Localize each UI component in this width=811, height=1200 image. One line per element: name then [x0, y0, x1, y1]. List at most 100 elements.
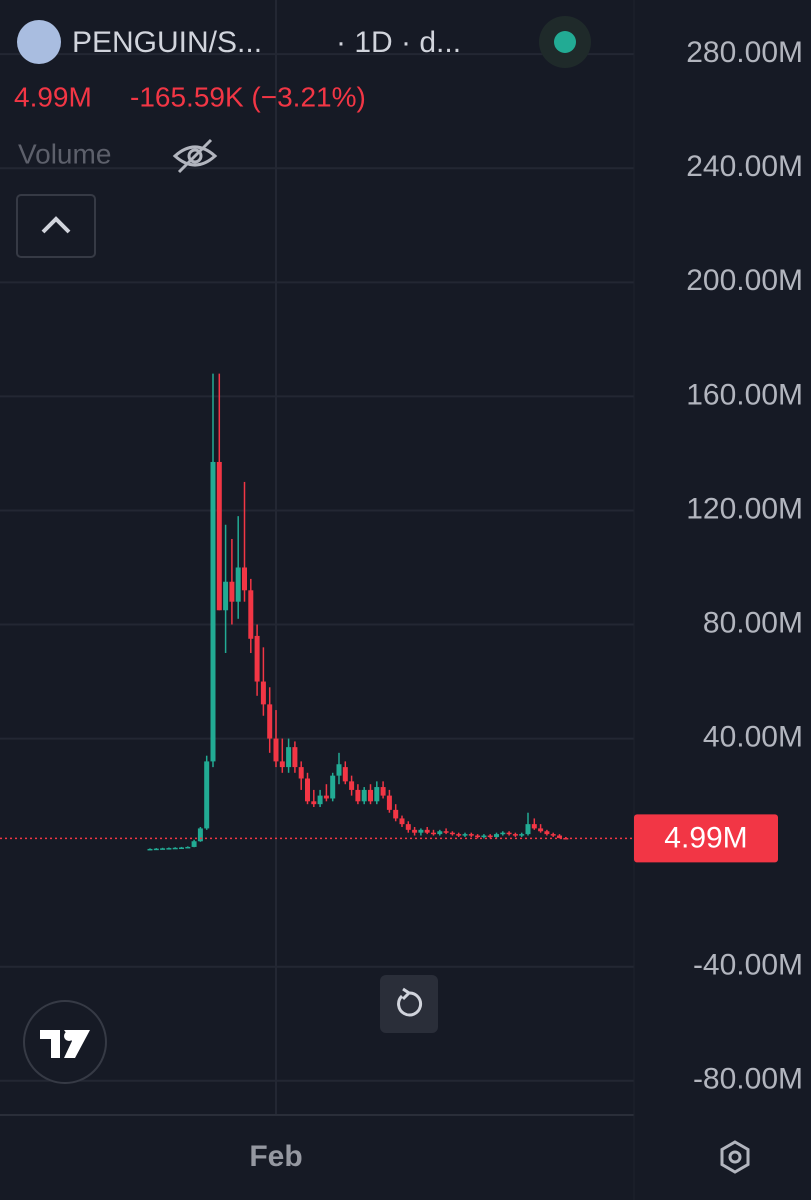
candle-body — [443, 831, 449, 833]
candle-body — [323, 795, 329, 799]
candle-body — [179, 847, 184, 850]
settings-button[interactable] — [720, 1140, 750, 1174]
candle-body — [349, 781, 355, 790]
y-tick-label: 200.00M — [686, 264, 803, 297]
last-price-box — [634, 814, 778, 863]
tradingview-logo[interactable] — [23, 1000, 107, 1084]
candle-body — [279, 761, 285, 768]
candle-body — [386, 795, 392, 810]
candle-body — [462, 834, 468, 836]
logo-mark — [40, 1030, 90, 1058]
interval[interactable]: · 1D · d... — [336, 26, 461, 59]
y-tick-label: -80.00M — [693, 1063, 803, 1096]
y-tick-label: 160.00M — [686, 378, 803, 411]
candle-body — [481, 835, 487, 838]
candle-body — [204, 761, 210, 829]
candle-body — [475, 835, 481, 838]
candle-body — [147, 848, 153, 851]
candle-body — [361, 789, 367, 802]
candle-body — [418, 829, 424, 833]
candle-body — [405, 824, 411, 830]
candle-body — [456, 834, 462, 836]
candle-body — [355, 789, 361, 802]
candle-body — [267, 704, 273, 739]
candle-body — [191, 841, 197, 847]
candle-body — [273, 738, 279, 762]
candle-body — [216, 461, 222, 611]
y-tick-label: 280.00M — [686, 36, 803, 69]
candle-body — [468, 834, 474, 836]
hide-volume-icon[interactable] — [172, 138, 218, 174]
candle-body — [550, 834, 556, 836]
candle-body — [424, 829, 430, 833]
y-tick-label: 40.00M — [703, 721, 803, 754]
candle-body — [531, 824, 537, 829]
candle-body — [412, 829, 418, 833]
last-price-label: 4.99M — [664, 821, 747, 854]
candle-body — [254, 635, 260, 682]
candle-body — [506, 832, 512, 835]
candle-body — [160, 848, 166, 850]
candle-body — [342, 767, 348, 782]
reset-button[interactable] — [380, 975, 438, 1033]
candle-body — [242, 567, 247, 591]
symbol-icon — [17, 20, 61, 64]
candle-body — [525, 824, 531, 835]
candle-body — [494, 834, 499, 837]
candle-body — [292, 747, 298, 768]
candle-body — [399, 818, 405, 825]
candle-body — [557, 835, 562, 838]
candle-body — [336, 764, 342, 776]
candle-body — [317, 795, 323, 805]
grid — [0, 0, 634, 1115]
candle-body — [298, 767, 304, 779]
candle-body — [166, 848, 172, 850]
candle-body — [393, 809, 399, 819]
candle-body — [311, 801, 317, 805]
candle-body — [487, 835, 493, 838]
candle-body — [380, 787, 386, 796]
candle-body — [172, 847, 178, 850]
candle-body — [368, 789, 373, 802]
price-change: -165.59K (−3.21%) — [130, 81, 366, 112]
candle-body — [538, 828, 544, 832]
y-tick-label: -40.00M — [693, 949, 803, 982]
candle-body — [197, 828, 203, 842]
candle-body — [544, 831, 550, 835]
candle-body — [519, 834, 525, 836]
candle-body — [449, 832, 455, 835]
candle-body — [248, 590, 254, 639]
candle-body — [286, 747, 292, 768]
candle-body — [374, 787, 380, 802]
candle-body — [235, 567, 241, 602]
candle-body — [500, 832, 506, 835]
candles — [147, 373, 569, 851]
symbol[interactable]: PENGUIN/S... — [72, 26, 262, 59]
y-tick-label: 120.00M — [686, 492, 803, 525]
candle-body — [210, 461, 216, 762]
settings-icon — [728, 1150, 742, 1164]
candle-body — [229, 581, 235, 602]
candle-body — [431, 832, 436, 835]
candle-body — [330, 775, 336, 799]
candle-body — [437, 831, 443, 835]
x-tick-label: Feb — [249, 1140, 302, 1173]
last-price: 4.99M — [14, 81, 92, 112]
candle-body — [185, 846, 191, 849]
y-tick-label: 240.00M — [686, 150, 803, 183]
collapse-icon — [41, 216, 71, 234]
y-tick-label: 80.00M — [703, 606, 803, 639]
candle-body — [305, 778, 310, 802]
candle-body — [260, 681, 266, 705]
collapse-button[interactable] — [16, 194, 96, 258]
candle-body — [223, 581, 229, 611]
candle-body — [153, 848, 159, 851]
candle-body — [512, 834, 518, 836]
volume-label: Volume — [18, 138, 111, 169]
logo-dot — [64, 1031, 74, 1041]
reset-icon — [397, 991, 423, 1017]
status-dot — [554, 31, 576, 53]
reset-arrow — [401, 987, 412, 1001]
